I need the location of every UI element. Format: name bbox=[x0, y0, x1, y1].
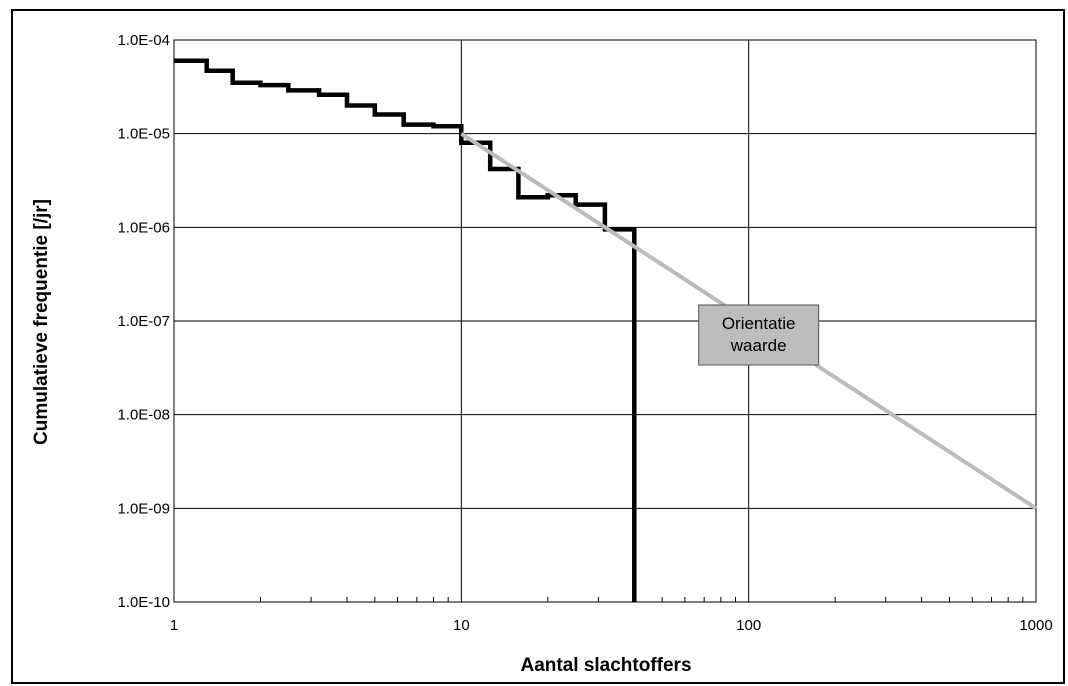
y-tick-label: 1.0E-04 bbox=[117, 32, 170, 49]
x-tick-label: 10 bbox=[453, 617, 470, 634]
annotation-label: waarde bbox=[730, 336, 787, 355]
minor-ticks bbox=[259, 597, 1024, 602]
y-tick-label: 1.0E-09 bbox=[117, 500, 170, 517]
y-tick-label: 1.0E-10 bbox=[117, 594, 170, 611]
y-axis-title: Cumulatieve frequentie [/jr] bbox=[31, 199, 52, 445]
fn-curve-line bbox=[174, 58, 637, 602]
annotation-box bbox=[698, 304, 820, 366]
annotations-layer: Orientatie waarde bbox=[698, 304, 820, 366]
series-layer bbox=[174, 58, 1038, 602]
x-axis-title: Aantal slachtoffers bbox=[520, 655, 691, 676]
x-tick-label: 100 bbox=[736, 617, 761, 634]
y-tick-label: 1.0E-08 bbox=[117, 407, 170, 424]
y-tick-label: 1.0E-05 bbox=[117, 126, 170, 143]
x-tick-label: 1000 bbox=[1019, 617, 1052, 634]
plot-border bbox=[173, 39, 1037, 603]
x-tick-label: 1 bbox=[170, 617, 178, 634]
annotation-label: Orientatie bbox=[722, 314, 796, 333]
y-tick-label: 1.0E-07 bbox=[117, 313, 170, 330]
chart-frame bbox=[11, 9, 1065, 684]
grid-lines bbox=[173, 39, 1037, 603]
tick-labels: 1.0E-04 1.0E-05 1.0E-06 1.0E-07 1.0E-08 1.0E-… bbox=[117, 32, 1052, 634]
y-tick-label: 1.0E-06 bbox=[117, 219, 170, 236]
